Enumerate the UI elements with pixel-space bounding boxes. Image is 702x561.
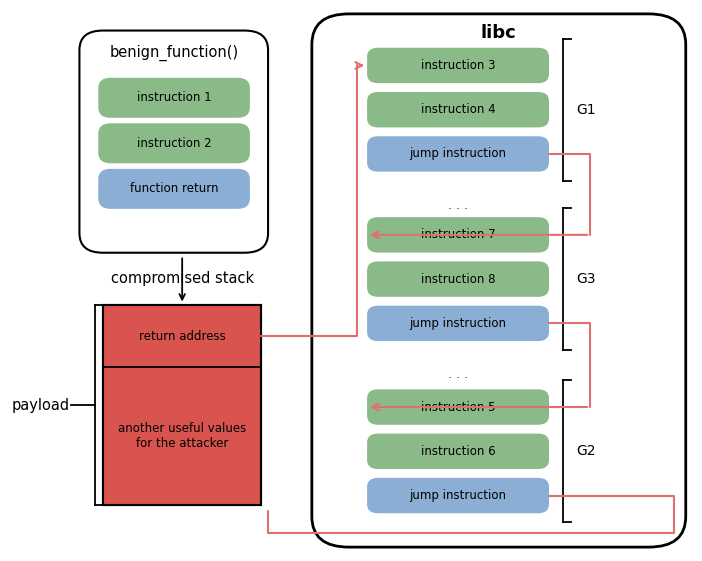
Text: instruction 7: instruction 7 [420,228,496,241]
FancyBboxPatch shape [367,136,549,172]
FancyBboxPatch shape [367,389,549,425]
Text: . . .: . . . [449,369,468,381]
Text: instruction 6: instruction 6 [420,445,496,458]
FancyBboxPatch shape [367,478,549,513]
FancyBboxPatch shape [79,30,268,252]
Text: function return: function return [130,182,218,195]
Text: jump instruction: jump instruction [409,317,507,330]
FancyBboxPatch shape [367,92,549,127]
FancyBboxPatch shape [312,14,686,547]
Text: jump instruction: jump instruction [409,489,507,502]
Text: payload: payload [11,398,69,413]
Text: G2: G2 [576,444,596,458]
Text: instruction 2: instruction 2 [137,137,211,150]
Text: instruction 5: instruction 5 [420,401,496,413]
Bar [103,367,261,505]
FancyBboxPatch shape [98,169,250,209]
FancyBboxPatch shape [367,217,549,252]
Text: libc: libc [481,24,517,42]
FancyBboxPatch shape [98,78,250,118]
FancyBboxPatch shape [367,306,549,341]
Text: benign_function(): benign_function() [110,44,238,61]
Text: jump instruction: jump instruction [409,148,507,160]
Text: instruction 4: instruction 4 [420,103,496,116]
Text: return address: return address [139,330,225,343]
FancyBboxPatch shape [367,261,549,297]
Text: instruction 3: instruction 3 [420,59,496,72]
Bar [103,306,261,505]
FancyBboxPatch shape [98,123,250,163]
FancyBboxPatch shape [367,48,549,83]
Bar [103,306,261,367]
Text: instruction 1: instruction 1 [137,91,211,104]
Bar [103,306,261,505]
Text: . . .: . . . [449,199,468,212]
Text: another useful values
for the attacker: another useful values for the attacker [118,422,246,450]
Text: G3: G3 [576,272,596,286]
Text: compromised stack: compromised stack [111,271,253,286]
Text: G1: G1 [576,103,596,117]
FancyBboxPatch shape [367,434,549,469]
Text: instruction 8: instruction 8 [420,273,496,286]
